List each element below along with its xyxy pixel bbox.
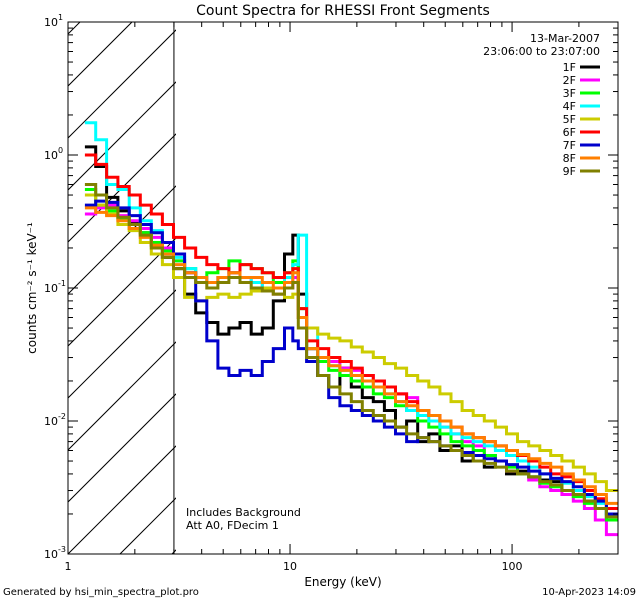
legend-label-6f: 6F <box>563 126 576 139</box>
chart-title: Count Spectra for RHESSI Front Segments <box>196 3 490 19</box>
hatch-line <box>68 81 176 191</box>
y-tick-exponent: -1 <box>58 279 66 288</box>
x-tick-label: 10 <box>283 560 297 573</box>
hatch-line <box>68 393 176 503</box>
legend-label-2f: 2F <box>563 74 576 87</box>
series-5f-line <box>84 193 618 492</box>
x-tick-label: 100 <box>502 560 523 573</box>
y-tick-label: 10 <box>44 149 58 162</box>
annotation-background: Includes Background <box>186 506 301 519</box>
footer-timestamp: 10-Apr-2023 14:09 <box>542 587 636 598</box>
hatch-line <box>68 237 176 347</box>
y-tick-label: 10 <box>44 16 58 29</box>
y-axis-label: counts cm⁻² s⁻¹ keV⁻¹ <box>25 222 39 354</box>
y-tick-label: 10 <box>44 415 58 428</box>
series-layer <box>84 121 618 537</box>
hatch-line <box>68 445 176 554</box>
date-label: 13-Mar-2007 <box>530 32 600 45</box>
legend-label-1f: 1F <box>563 61 576 74</box>
y-tick-exponent: 0 <box>58 146 63 155</box>
y-tick-exponent: -3 <box>58 545 66 554</box>
series-7f-line <box>84 199 618 516</box>
x-tick-label: 1 <box>65 560 72 573</box>
legend-label-5f: 5F <box>563 113 576 126</box>
y-tick-exponent: 1 <box>58 13 63 22</box>
legend-label-9f: 9F <box>563 165 576 178</box>
footer-generated-by: Generated by hsi_min_spectra_plot.pro <box>3 587 199 598</box>
y-tick-exponent: -2 <box>58 412 66 421</box>
y-tick-label: 10 <box>44 548 58 561</box>
y-tick-label: 10 <box>44 282 58 295</box>
legend-label-7f: 7F <box>563 139 576 152</box>
hatch-line <box>68 29 176 139</box>
legend-label-4f: 4F <box>563 100 576 113</box>
annotation-attenuator: Att A0, FDecim 1 <box>186 519 279 532</box>
series-9f-line <box>84 183 618 519</box>
time-range-label: 23:06:00 to 23:07:00 <box>483 45 600 58</box>
legend-label-3f: 3F <box>563 87 576 100</box>
x-axis-label: Energy (keV) <box>304 575 381 589</box>
legend-label-8f: 8F <box>563 152 576 165</box>
